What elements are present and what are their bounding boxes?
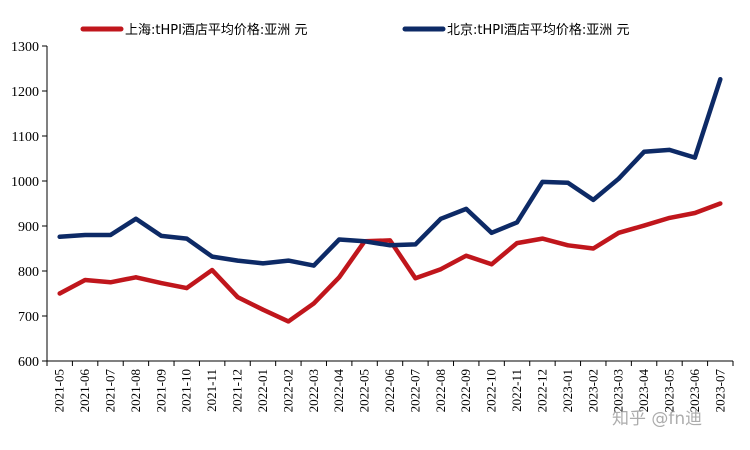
data-point-beijing bbox=[235, 258, 240, 263]
data-point-beijing bbox=[642, 149, 647, 154]
data-point-beijing bbox=[311, 263, 316, 268]
x-tick-label: 2022-01 bbox=[255, 369, 270, 412]
data-point-shanghai bbox=[616, 230, 621, 235]
data-point-beijing bbox=[438, 216, 443, 221]
data-point-shanghai bbox=[388, 238, 392, 243]
data-point-shanghai bbox=[565, 243, 570, 248]
data-point-beijing bbox=[388, 243, 392, 248]
data-point-shanghai bbox=[159, 281, 164, 286]
x-tick-label: 2021-06 bbox=[77, 369, 92, 413]
series-line-shanghai bbox=[57, 201, 723, 324]
data-point-shanghai bbox=[235, 295, 240, 300]
data-point-beijing bbox=[489, 230, 494, 235]
data-point-beijing bbox=[565, 180, 570, 185]
y-tick-label: 600 bbox=[18, 355, 39, 370]
data-point-shanghai bbox=[108, 280, 113, 285]
x-tick-label: 2021-08 bbox=[128, 369, 143, 412]
data-point-shanghai bbox=[133, 275, 138, 280]
x-tick-label: 2023-01 bbox=[560, 369, 575, 412]
x-tick-label: 2023-06 bbox=[687, 369, 702, 413]
data-point-beijing bbox=[210, 254, 215, 259]
x-tick-label: 2021-09 bbox=[153, 369, 168, 412]
x-tick-label: 2023-03 bbox=[611, 369, 626, 412]
data-point-beijing bbox=[108, 233, 113, 237]
y-tick-label: 1300 bbox=[11, 40, 39, 55]
x-tick-label: 2022-04 bbox=[331, 369, 346, 413]
y-tick-label: 1200 bbox=[11, 85, 39, 100]
data-point-shanghai bbox=[261, 307, 265, 312]
data-point-shanghai bbox=[337, 275, 342, 280]
watermark: 知乎 @fn迪 bbox=[612, 409, 702, 429]
y-tick-label: 800 bbox=[18, 265, 39, 280]
x-tick-label: 2022-10 bbox=[484, 369, 499, 412]
x-tick-label: 2022-12 bbox=[534, 369, 549, 412]
data-point-beijing bbox=[133, 216, 138, 221]
x-tick-label: 2023-07 bbox=[712, 369, 727, 413]
x-tick-label: 2022-05 bbox=[357, 369, 372, 412]
data-point-shanghai bbox=[642, 223, 647, 228]
data-point-shanghai bbox=[464, 253, 469, 258]
x-tick-label: 2022-11 bbox=[509, 369, 524, 412]
data-point-beijing bbox=[540, 179, 545, 184]
x-tick-label: 2021-11 bbox=[204, 369, 219, 412]
x-tick-label: 2022-06 bbox=[382, 369, 397, 413]
data-point-shanghai bbox=[515, 241, 519, 246]
data-point-shanghai bbox=[438, 267, 443, 272]
data-point-shanghai bbox=[311, 301, 316, 306]
x-tick-label: 2023-02 bbox=[585, 369, 600, 412]
y-tick-label: 900 bbox=[18, 220, 39, 235]
data-point-beijing bbox=[57, 234, 62, 239]
x-tick-label: 2022-03 bbox=[306, 369, 321, 412]
data-point-beijing bbox=[184, 236, 189, 241]
data-point-beijing bbox=[515, 220, 519, 225]
data-point-shanghai bbox=[184, 286, 189, 291]
data-point-beijing bbox=[692, 155, 697, 160]
x-tick-label: 2023-05 bbox=[661, 369, 676, 412]
legend-label-beijing: 北京:tHPI酒店平均价格:亚洲 元 bbox=[447, 22, 629, 38]
series-line-beijing bbox=[57, 77, 723, 268]
legend-label-shanghai: 上海:tHPI酒店平均价格:亚洲 元 bbox=[125, 22, 307, 38]
y-tick-label: 700 bbox=[18, 310, 39, 325]
x-tick-label: 2022-09 bbox=[458, 369, 473, 412]
data-point-beijing bbox=[286, 258, 291, 263]
series-lines bbox=[57, 77, 723, 324]
y-tick-label: 1000 bbox=[11, 175, 39, 190]
data-point-shanghai bbox=[57, 291, 62, 296]
x-tick-label: 2023-04 bbox=[636, 369, 651, 413]
data-point-beijing bbox=[413, 242, 418, 247]
data-point-beijing bbox=[718, 77, 723, 82]
data-point-shanghai bbox=[210, 268, 215, 273]
data-point-shanghai bbox=[413, 276, 418, 281]
legend: 上海:tHPI酒店平均价格:亚洲 元 北京:tHPI酒店平均价格:亚洲 元 bbox=[80, 22, 629, 38]
data-point-beijing bbox=[667, 147, 672, 152]
axes bbox=[46, 46, 733, 362]
x-tick-label: 2022-07 bbox=[407, 369, 422, 413]
x-tick-label: 2021-12 bbox=[230, 369, 245, 412]
y-tick-label: 1100 bbox=[12, 130, 39, 145]
data-point-beijing bbox=[464, 206, 469, 211]
data-point-beijing bbox=[83, 233, 88, 237]
data-point-beijing bbox=[616, 176, 621, 181]
data-point-beijing bbox=[261, 261, 265, 266]
data-point-shanghai bbox=[540, 236, 545, 241]
data-point-shanghai bbox=[83, 278, 88, 282]
x-tick-label: 2021-10 bbox=[179, 369, 194, 412]
data-point-beijing bbox=[362, 239, 367, 244]
data-point-shanghai bbox=[692, 211, 697, 215]
data-point-shanghai bbox=[286, 319, 291, 324]
data-point-shanghai bbox=[718, 201, 723, 206]
data-point-beijing bbox=[591, 197, 596, 202]
data-point-shanghai bbox=[591, 246, 596, 251]
data-point-shanghai bbox=[667, 215, 672, 220]
x-tick-label: 2022-02 bbox=[280, 369, 295, 412]
x-tick-label: 2021-05 bbox=[52, 369, 67, 412]
y-axis-ticks: 600 700 800 900 1000 1100 1200 1300 bbox=[11, 40, 47, 370]
x-axis-ticks: 2021-05 2021-06 2021-07 2021-08 2021-09 2021-… bbox=[46, 361, 734, 413]
data-point-beijing bbox=[337, 237, 342, 242]
data-point-shanghai bbox=[489, 262, 494, 267]
data-point-beijing bbox=[159, 233, 164, 238]
x-tick-label: 2022-08 bbox=[433, 369, 448, 412]
x-tick-label: 2021-07 bbox=[103, 369, 118, 413]
